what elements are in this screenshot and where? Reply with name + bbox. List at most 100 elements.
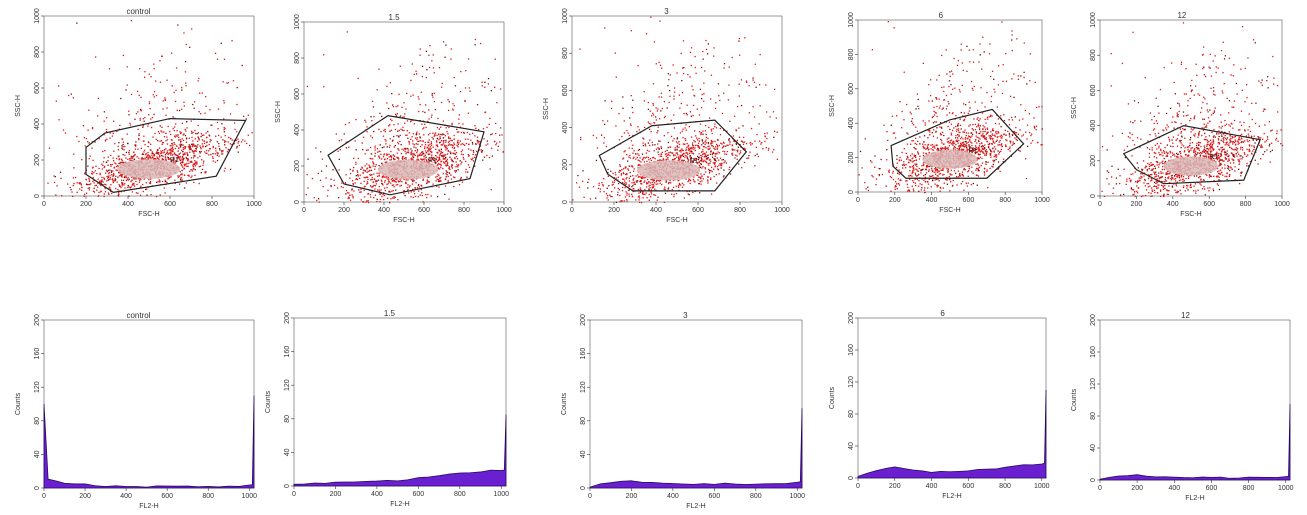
event-dot: [416, 187, 419, 189]
event-dot: [632, 190, 634, 193]
event-dot: [603, 191, 605, 193]
event-dot: [337, 197, 340, 199]
event-dot: [679, 156, 682, 158]
event-dot: [158, 147, 161, 149]
event-dot: [170, 52, 173, 54]
event-dot: [367, 170, 369, 173]
event-dot: [704, 168, 707, 170]
event-dot: [390, 155, 392, 157]
event-dot: [352, 182, 354, 185]
event-dot: [135, 178, 137, 180]
event-dot: [979, 156, 981, 158]
y-axis-label: SSC-H: [275, 101, 282, 123]
event-dot: [676, 148, 678, 150]
event-dot: [186, 152, 188, 154]
event-dot: [178, 109, 181, 112]
event-dot: [636, 180, 639, 182]
event-dot: [451, 164, 453, 166]
event-dot: [632, 175, 634, 177]
event-dot: [1020, 75, 1022, 77]
event-dot: [171, 85, 173, 87]
event-dot: [193, 101, 196, 103]
event-dot: [357, 174, 359, 176]
event-dot: [984, 130, 986, 133]
event-dot: [176, 158, 178, 160]
event-dot: [920, 172, 922, 174]
event-dot: [622, 96, 624, 98]
event-dot: [692, 191, 694, 194]
event-dot: [183, 157, 185, 160]
event-dot: [703, 82, 705, 84]
event-dot: [212, 157, 214, 160]
event-dot: [184, 147, 186, 150]
event-dot: [705, 139, 707, 141]
event-dot: [630, 140, 633, 142]
event-dot: [1023, 42, 1025, 44]
event-dot: [1005, 52, 1007, 55]
event-dot: [395, 178, 398, 180]
event-dot: [367, 193, 369, 195]
event-dot: [968, 165, 970, 168]
event-dot: [384, 158, 386, 160]
event-dot: [927, 143, 930, 146]
event-dot: [124, 187, 126, 189]
event-dot: [657, 130, 659, 132]
event-dot: [697, 142, 700, 144]
event-dot: [665, 180, 668, 183]
event-dot: [436, 145, 439, 148]
event-dot: [422, 140, 424, 142]
event-dot: [378, 172, 380, 174]
event-dot: [702, 58, 704, 60]
event-dot: [348, 122, 350, 124]
event-dot: [449, 168, 451, 171]
event-dot: [171, 139, 173, 141]
event-dot: [408, 141, 410, 143]
event-dot: [943, 90, 945, 93]
event-dot: [689, 179, 691, 181]
event-dot: [984, 135, 986, 137]
y-tick-label: 400: [562, 122, 569, 134]
event-dot: [87, 129, 89, 131]
event-dot: [618, 171, 620, 173]
event-dot: [172, 158, 175, 160]
event-dot: [444, 178, 447, 181]
event-dot: [120, 186, 122, 189]
event-dot: [477, 140, 479, 142]
event-dot: [222, 139, 224, 141]
event-dot: [731, 148, 733, 150]
event-dot: [448, 167, 450, 169]
event-dot: [205, 152, 207, 154]
event-dot: [412, 188, 414, 191]
event-dot: [123, 149, 125, 151]
event-dot: [632, 111, 634, 114]
event-dot: [134, 145, 137, 147]
event-dot: [416, 137, 418, 139]
event-dot: [444, 154, 446, 156]
event-dot: [696, 174, 698, 176]
event-dot: [419, 103, 421, 106]
event-dot: [958, 148, 960, 150]
event-dot: [378, 155, 380, 157]
event-dot: [419, 140, 421, 142]
event-dot: [499, 88, 502, 90]
event-dot: [384, 187, 386, 189]
event-dot: [378, 156, 380, 158]
event-dot: [181, 165, 183, 167]
event-dot: [700, 163, 703, 165]
event-dot: [150, 143, 152, 146]
event-dot: [123, 184, 125, 186]
event-dot: [700, 157, 702, 159]
event-dot: [146, 188, 148, 190]
event-dot: [196, 140, 199, 142]
event-dot: [125, 161, 127, 163]
event-dot: [192, 150, 194, 152]
event-dot: [474, 44, 476, 46]
event-dot: [178, 139, 180, 141]
event-dot: [709, 147, 711, 149]
event-dot: [599, 191, 601, 193]
event-dot: [132, 182, 134, 185]
event-dot: [640, 161, 642, 163]
event-dot: [425, 160, 428, 162]
event-dot: [757, 155, 760, 158]
event-dot: [427, 150, 429, 152]
